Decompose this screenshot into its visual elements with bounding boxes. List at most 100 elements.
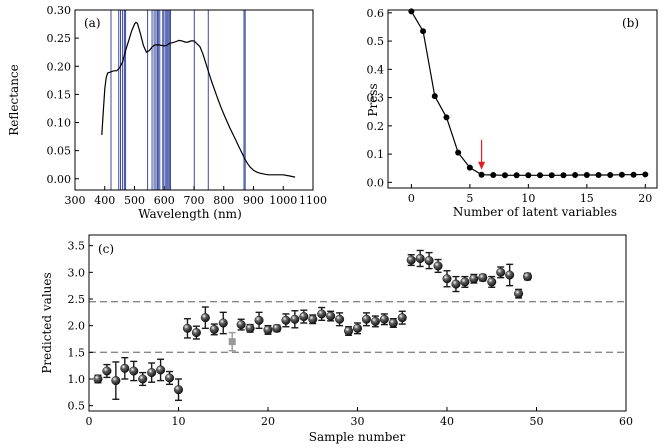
c-x-tick-label: 50: [530, 415, 544, 428]
c-marker: [200, 313, 210, 323]
a-x-tick-label: 600: [154, 194, 175, 207]
c-point: [433, 258, 443, 274]
a-x-tick-label: 900: [243, 194, 264, 207]
c-marker: [397, 313, 407, 323]
b-plot-frame: [387, 9, 658, 189]
c-marker: [317, 309, 327, 319]
a-x-tick-label: 700: [184, 194, 205, 207]
b-point: [607, 172, 614, 179]
b-y-tick-label: 0.1: [367, 148, 385, 161]
b-point: [408, 8, 415, 15]
b-y-tick-label: 0.4: [367, 63, 385, 76]
c-point: [209, 323, 219, 336]
b-arrow: [478, 139, 486, 170]
c-point: [496, 266, 506, 279]
a-y-tick-label: 0.10: [47, 117, 72, 130]
c-axis-ticks: 0 10 20 30 40 50 60 0.5 1.0 1.5 2.0 2.5 3.0 3.5: [68, 240, 634, 428]
c-point: [451, 275, 461, 293]
b-panel-label: (b): [622, 16, 639, 30]
c-marker: [370, 316, 380, 326]
c-point: [460, 275, 470, 288]
b-axis-ticks: 0 5 10 15 20 0.0 0.1 0.2 0.3 0.4 0.5 0.6: [367, 7, 653, 205]
a-y-tick-label: 0.30: [47, 4, 72, 17]
c-point: [254, 311, 264, 330]
a-x-tick-label: 1000: [269, 194, 297, 207]
c-marker: [388, 318, 398, 328]
panel-a: 300 400 500 600 700 800 900 1000 1100 0.00 0.05 0.1…: [7, 4, 327, 221]
c-y-tick-label: 0.5: [68, 400, 86, 413]
panel-b: 0 5 10 15 20 0.0 0.1 0.2 0.3 0.4 0.5 0.6 (b) Number…: [366, 7, 658, 219]
c-point: [272, 323, 282, 333]
c-point: [487, 275, 497, 288]
c-marker: [245, 323, 255, 333]
c-point: [353, 322, 363, 335]
c-point: [281, 313, 291, 328]
b-point: [525, 172, 532, 179]
c-point: [111, 361, 121, 400]
c-points: [93, 249, 533, 402]
b-point: [443, 114, 450, 121]
a-y-tick-label: 0.05: [47, 145, 72, 158]
c-marker: [173, 385, 183, 395]
b-point: [513, 172, 520, 179]
a-y-tick-label: 0.00: [47, 173, 72, 186]
c-marker: [406, 255, 416, 265]
c-x-tick-label: 20: [261, 415, 275, 428]
a-x-tick-label: 1100: [299, 194, 327, 207]
c-point: [388, 318, 398, 328]
c-threshold-lines: [89, 301, 626, 353]
b-y-tick-label: 0.5: [367, 35, 385, 48]
c-point: [361, 312, 371, 327]
c-marker: [460, 277, 470, 287]
c-point: [93, 374, 103, 384]
c-point: [317, 306, 327, 322]
b-x-tick-label: 10: [521, 192, 535, 205]
b-points: [408, 8, 649, 179]
b-point: [490, 172, 497, 179]
c-marker: [344, 326, 354, 336]
a-panel-label: (a): [84, 16, 101, 30]
c-point: [335, 312, 345, 327]
b-point: [583, 172, 590, 179]
b-x-axis-label: Number of latent variables: [453, 205, 617, 219]
a-y-tick-label: 0.15: [47, 88, 72, 101]
c-marker: [129, 366, 139, 376]
b-press-curve: [410, 11, 646, 176]
a-y-tick-label: 0.25: [47, 32, 72, 45]
c-marker: [487, 277, 497, 287]
c-marker: [281, 315, 291, 325]
a-reflectance-curve: [101, 21, 296, 178]
c-marker: [209, 324, 219, 334]
c-point: [129, 360, 139, 382]
c-y-tick-label: 3.0: [68, 266, 86, 279]
b-arrow-head: [478, 161, 486, 170]
c-y-axis-label: Predicted values: [40, 272, 54, 373]
b-point: [548, 172, 555, 179]
c-point: [290, 310, 300, 329]
c-point: [218, 311, 228, 335]
c-marker: [335, 314, 345, 324]
c-x-axis-label: Sample number: [309, 430, 406, 444]
c-point: [228, 331, 236, 352]
c-marker: [236, 320, 246, 330]
c-point: [424, 251, 434, 270]
c-y-tick-label: 3.5: [68, 240, 86, 253]
c-marker: [111, 376, 121, 386]
c-y-tick-label: 2.0: [68, 320, 86, 333]
b-x-tick-label: 5: [466, 192, 473, 205]
c-marker: [138, 374, 148, 384]
b-y-tick-label: 0.3: [367, 92, 385, 105]
c-point: [469, 273, 479, 284]
c-y-tick-label: 1.5: [68, 346, 86, 359]
panel-c: 0 10 20 30 40 50 60 0.5 1.0 1.5 2.0 2.5 3.0 3.5 (c) S…: [40, 234, 634, 444]
c-point: [165, 370, 175, 386]
c-outlier-marker: [228, 338, 236, 346]
c-point: [442, 270, 452, 288]
c-point: [326, 310, 336, 322]
c-point: [478, 273, 488, 283]
a-y-axis-label: Reflectance: [7, 64, 21, 136]
c-point: [263, 324, 273, 335]
c-point: [370, 315, 380, 328]
c-point: [138, 371, 148, 387]
